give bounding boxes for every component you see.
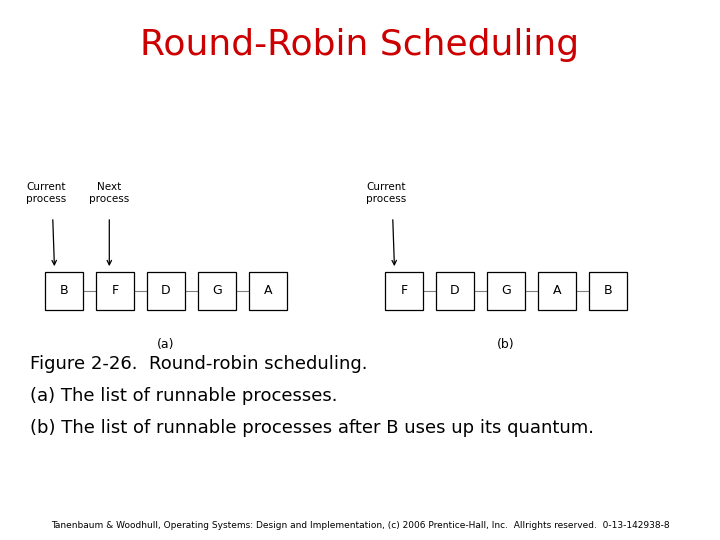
Text: B: B <box>60 285 68 298</box>
Text: A: A <box>264 285 272 298</box>
Text: A: A <box>553 285 562 298</box>
Text: (b): (b) <box>498 338 515 351</box>
Text: (a): (a) <box>157 338 175 351</box>
Text: F: F <box>112 285 119 298</box>
Bar <box>45 272 83 310</box>
Text: D: D <box>161 285 171 298</box>
Text: Tanenbaum & Woodhull, Operating Systems: Design and Implementation, (c) 2006 Pre: Tanenbaum & Woodhull, Operating Systems:… <box>50 521 670 530</box>
Text: Figure 2-26.  Round-robin scheduling.: Figure 2-26. Round-robin scheduling. <box>30 355 367 373</box>
Text: Round-Robin Scheduling: Round-Robin Scheduling <box>140 28 580 62</box>
Text: G: G <box>501 285 511 298</box>
Text: B: B <box>603 285 612 298</box>
Bar <box>198 272 236 310</box>
Bar <box>96 272 134 310</box>
Bar <box>249 272 287 310</box>
Bar <box>147 272 185 310</box>
Text: Current
process: Current process <box>26 183 66 204</box>
Bar <box>589 272 627 310</box>
Text: Current
process: Current process <box>366 183 406 204</box>
Text: (a) The list of runnable processes.: (a) The list of runnable processes. <box>30 387 338 405</box>
Bar <box>436 272 474 310</box>
Text: F: F <box>400 285 408 298</box>
Text: G: G <box>212 285 222 298</box>
Bar <box>538 272 576 310</box>
Bar <box>385 272 423 310</box>
Text: Next
process: Next process <box>89 183 130 204</box>
Text: (b) The list of runnable processes after B uses up its quantum.: (b) The list of runnable processes after… <box>30 419 594 437</box>
Text: D: D <box>450 285 460 298</box>
Bar <box>487 272 525 310</box>
